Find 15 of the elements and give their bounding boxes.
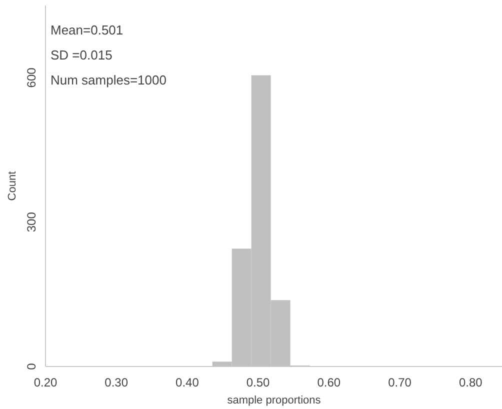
y-tick-label: 0: [24, 362, 38, 370]
x-tick-label: 0.50: [246, 376, 270, 390]
y-tick-label: 600: [24, 67, 38, 88]
x-tick-label: 0.70: [388, 376, 412, 390]
x-axis-title: sample proportions: [227, 394, 322, 406]
annotation: Num samples=1000: [50, 72, 166, 88]
x-tick-label: 0.20: [34, 376, 58, 390]
annotation: SD =0.015: [50, 48, 112, 62]
x-tick-label: 0.30: [104, 376, 128, 390]
x-tick-label: 0.40: [176, 376, 200, 390]
x-tick-label: 0.60: [317, 376, 341, 390]
y-tick-label: 300: [24, 212, 38, 232]
x-tick-label: 0.80: [458, 376, 483, 390]
y-axis-title: Count: [6, 171, 18, 201]
annotation: Mean=0.501: [50, 22, 124, 38]
